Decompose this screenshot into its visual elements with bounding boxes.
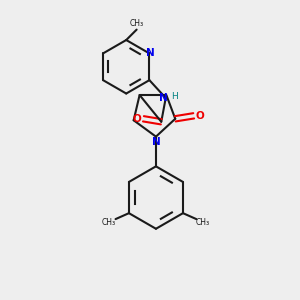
Text: N: N (146, 48, 154, 59)
Text: CH₃: CH₃ (196, 218, 210, 227)
Text: CH₃: CH₃ (102, 218, 116, 227)
Text: CH₃: CH₃ (130, 19, 144, 28)
Text: O: O (133, 114, 141, 124)
Text: N: N (152, 137, 160, 147)
Text: O: O (196, 111, 205, 121)
Text: H: H (171, 92, 177, 101)
Text: N: N (159, 93, 168, 103)
